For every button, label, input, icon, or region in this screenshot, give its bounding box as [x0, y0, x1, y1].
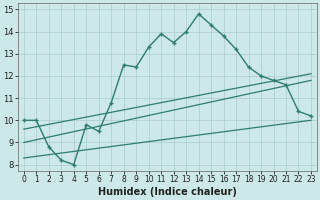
X-axis label: Humidex (Indice chaleur): Humidex (Indice chaleur) — [98, 187, 237, 197]
